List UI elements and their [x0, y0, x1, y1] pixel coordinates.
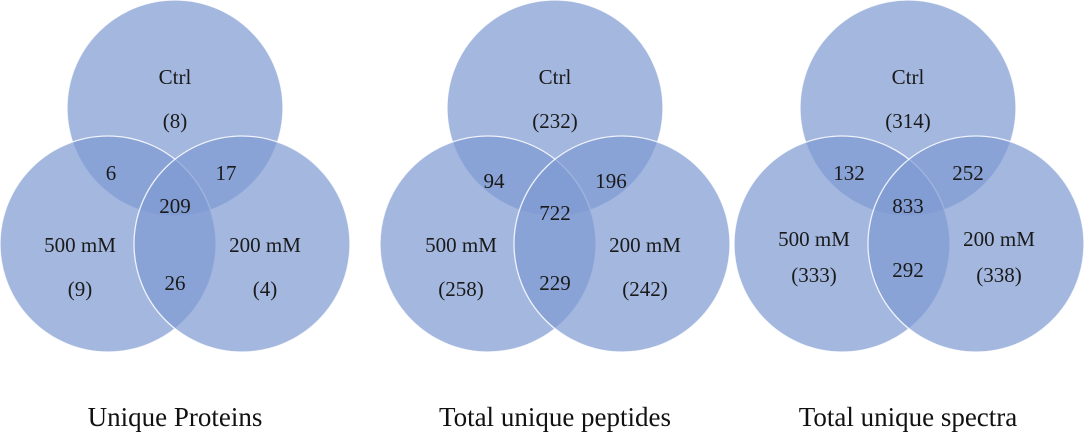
label-200mm: 200 mM: [229, 233, 301, 257]
label-ctrl: Ctrl: [892, 65, 925, 89]
count-all: 833: [892, 194, 924, 218]
count-200mm: (242): [622, 277, 668, 301]
count-all: 722: [539, 201, 571, 225]
label-ctrl: Ctrl: [159, 65, 192, 89]
count-ctrl-200mm: 17: [216, 161, 237, 185]
count-ctrl-500mm: 132: [833, 161, 865, 185]
count-all: 209: [159, 194, 191, 218]
caption-unique-proteins: Unique Proteins: [88, 402, 263, 432]
count-ctrl-500mm: 94: [484, 169, 506, 193]
count-ctrl-200mm: 252: [952, 161, 984, 185]
circle-200mm: [867, 135, 1084, 353]
label-200mm: 200 mM: [963, 227, 1035, 251]
count-ctrl: (314): [885, 109, 931, 133]
count-200mm: (4): [253, 277, 278, 301]
label-200mm: 200 mM: [609, 233, 681, 257]
count-ctrl: (8): [163, 109, 188, 133]
label-500mm: 500 mM: [425, 233, 497, 257]
label-ctrl: Ctrl: [539, 65, 572, 89]
caption-total-unique-spectra: Total unique spectra: [799, 402, 1018, 432]
count-500mm-200mm: 229: [539, 271, 571, 295]
label-500mm: 500 mM: [44, 233, 116, 257]
caption-total-unique-peptides: Total unique peptides: [439, 402, 671, 432]
count-500mm: (9): [68, 277, 93, 301]
count-500mm-200mm: 26: [165, 271, 186, 295]
count-500mm-200mm: 292: [892, 258, 924, 282]
count-200mm: (338): [976, 263, 1022, 287]
count-ctrl-200mm: 196: [595, 169, 627, 193]
venn-unique-proteins: Ctrl (8) 6 17 209 500 mM (9) 200 mM (4) …: [0, 0, 351, 432]
count-ctrl-500mm: 6: [106, 161, 117, 185]
count-ctrl: (232): [532, 109, 578, 133]
count-500mm: (333): [791, 263, 837, 287]
venn-total-unique-spectra: Ctrl (314) 132 252 833 500 mM (333) 200 …: [733, 0, 1084, 432]
count-500mm: (258): [438, 277, 484, 301]
label-500mm: 500 mM: [778, 227, 850, 251]
venn-total-unique-peptides: Ctrl (232) 94 196 722 500 mM (258) 200 m…: [379, 0, 731, 432]
circle-200mm: [133, 135, 351, 353]
circle-200mm: [513, 135, 731, 353]
